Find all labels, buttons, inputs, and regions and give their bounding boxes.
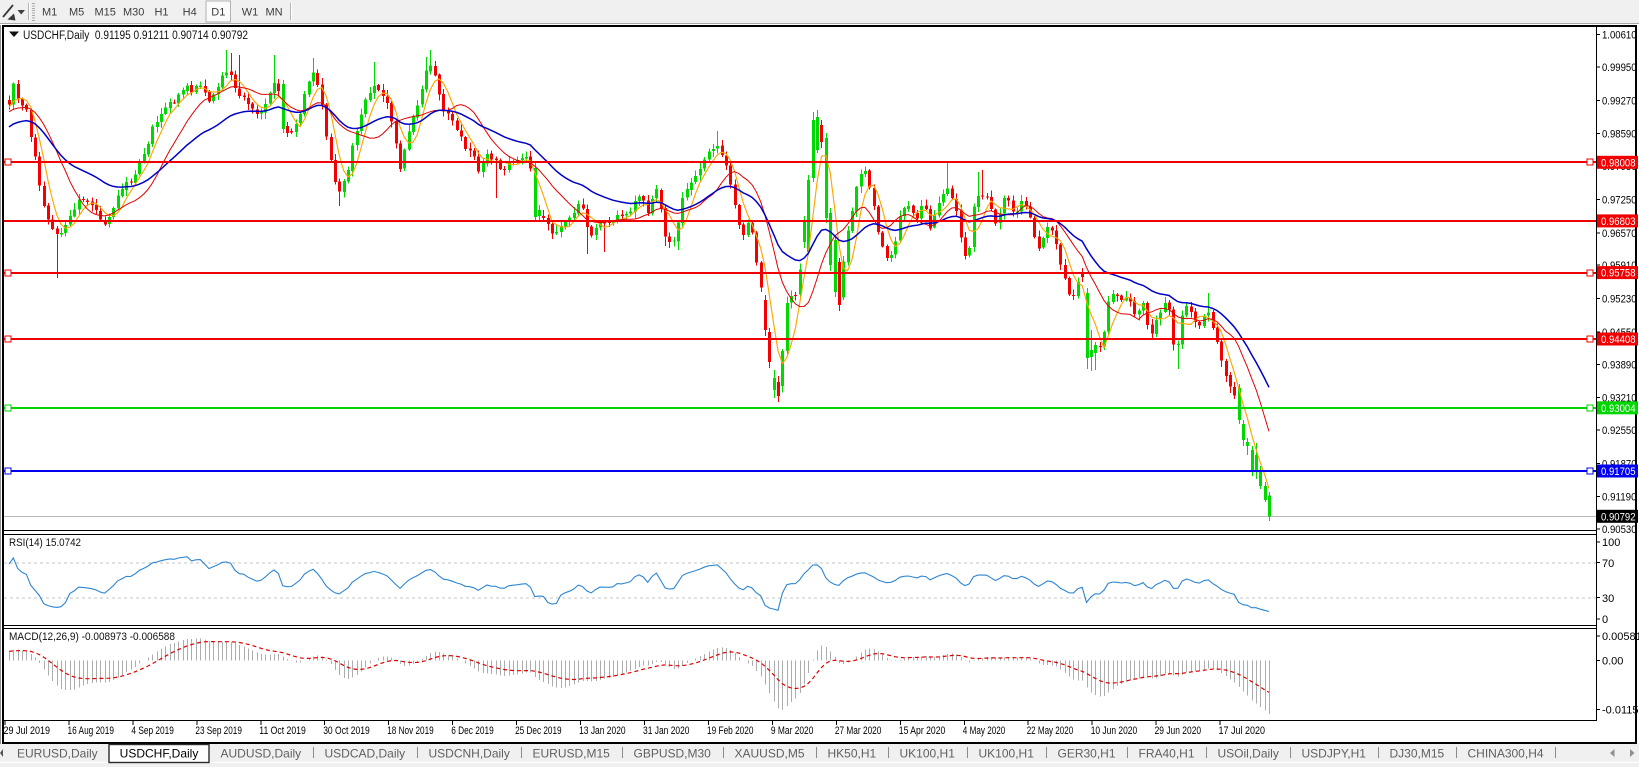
svg-text:0.99950: 0.99950 — [1602, 62, 1637, 74]
svg-text:15 Apr 2020: 15 Apr 2020 — [899, 725, 946, 737]
svg-text:M5: M5 — [69, 7, 84, 19]
svg-text:0.95230: 0.95230 — [1602, 294, 1637, 306]
svg-text:M30: M30 — [123, 7, 144, 19]
svg-text:0.90530: 0.90530 — [1602, 524, 1637, 536]
svg-text:-0.011514: -0.011514 — [1602, 705, 1639, 717]
svg-text:GER30,H1: GER30,H1 — [1058, 747, 1116, 761]
svg-text:0.98590: 0.98590 — [1602, 129, 1637, 141]
svg-text:0.95758: 0.95758 — [1601, 268, 1636, 280]
svg-text:0.90792: 0.90792 — [1601, 511, 1636, 523]
svg-text:27 Mar 2020: 27 Mar 2020 — [835, 725, 882, 737]
svg-text:0.96803: 0.96803 — [1601, 216, 1636, 228]
svg-text:6 Dec 2019: 6 Dec 2019 — [451, 725, 494, 737]
svg-text:10 Jun 2020: 10 Jun 2020 — [1091, 725, 1138, 737]
svg-text:UK100,H1: UK100,H1 — [900, 747, 956, 761]
svg-text:16 Aug 2019: 16 Aug 2019 — [68, 725, 115, 737]
svg-text:DJ30,M15: DJ30,M15 — [1390, 747, 1445, 761]
svg-text:RSI(14) 15.0742: RSI(14) 15.0742 — [9, 537, 81, 549]
svg-text:0.92550: 0.92550 — [1602, 425, 1637, 437]
svg-text:31 Jan 2020: 31 Jan 2020 — [643, 725, 690, 737]
svg-text:D1: D1 — [211, 7, 225, 19]
svg-text:4 Sep 2019: 4 Sep 2019 — [131, 725, 174, 737]
svg-text:CHINA300,H4: CHINA300,H4 — [1468, 747, 1544, 761]
svg-text:29 Jul 2019: 29 Jul 2019 — [4, 725, 51, 737]
svg-text:HK50,H1: HK50,H1 — [828, 747, 877, 761]
svg-text:0.99270: 0.99270 — [1602, 95, 1637, 107]
svg-text:0.005818: 0.005818 — [1602, 631, 1639, 643]
svg-text:USDCAD,Daily: USDCAD,Daily — [325, 747, 406, 761]
svg-text:70: 70 — [1602, 558, 1614, 570]
svg-text:H1: H1 — [154, 7, 168, 19]
svg-text:0.91190: 0.91190 — [1602, 492, 1637, 504]
svg-text:W1: W1 — [242, 7, 259, 19]
svg-text:MACD(12,26,9) -0.008973 -0.006: MACD(12,26,9) -0.008973 -0.006588 — [9, 631, 175, 643]
svg-text:0.93890: 0.93890 — [1602, 359, 1637, 371]
svg-text:11 Oct 2019: 11 Oct 2019 — [259, 725, 306, 737]
svg-text:GBPUSD,M30: GBPUSD,M30 — [634, 747, 712, 761]
svg-text:MN: MN — [265, 7, 282, 19]
svg-text:0.94408: 0.94408 — [1601, 334, 1636, 346]
svg-text:0.97250: 0.97250 — [1602, 194, 1637, 206]
svg-text:H4: H4 — [183, 7, 197, 19]
svg-text:0.91705: 0.91705 — [1601, 466, 1636, 478]
svg-text:M1: M1 — [42, 7, 57, 19]
svg-text:25 Dec 2019: 25 Dec 2019 — [515, 725, 562, 737]
svg-text:23 Sep 2019: 23 Sep 2019 — [195, 725, 242, 737]
svg-text:EURUSD,M15: EURUSD,M15 — [533, 747, 611, 761]
svg-text:XAUUSD,M5: XAUUSD,M5 — [735, 747, 805, 761]
svg-text:4 May 2020: 4 May 2020 — [963, 725, 1006, 737]
svg-text:0.00: 0.00 — [1602, 656, 1623, 668]
svg-text:0.96570: 0.96570 — [1602, 228, 1637, 240]
svg-text:18 Nov 2019: 18 Nov 2019 — [387, 725, 434, 737]
svg-text:0: 0 — [1602, 614, 1608, 626]
svg-text:USOil,Daily: USOil,Daily — [1218, 747, 1279, 761]
svg-text:UK100,H1: UK100,H1 — [979, 747, 1035, 761]
svg-text:30 Oct 2019: 30 Oct 2019 — [323, 725, 370, 737]
svg-text:1.00610: 1.00610 — [1602, 30, 1637, 42]
svg-text:USDCHF,Daily: USDCHF,Daily — [120, 747, 199, 761]
svg-text:13 Jan 2020: 13 Jan 2020 — [579, 725, 626, 737]
svg-text:USDCNH,Daily: USDCNH,Daily — [429, 747, 510, 761]
svg-text:100: 100 — [1602, 537, 1620, 549]
svg-text:9 Mar 2020: 9 Mar 2020 — [771, 725, 814, 737]
svg-text:29 Jun 2020: 29 Jun 2020 — [1155, 725, 1202, 737]
svg-text:M15: M15 — [94, 7, 115, 19]
svg-text:19 Feb 2020: 19 Feb 2020 — [707, 725, 754, 737]
svg-text:0.98008: 0.98008 — [1601, 157, 1636, 169]
svg-text:USDCHF,Daily 0.91195 0.91211: USDCHF,Daily 0.91195 0.91211 0.90714 0.9… — [23, 30, 248, 42]
svg-text:22 May 2020: 22 May 2020 — [1027, 725, 1074, 737]
svg-text:AUDUSD,Daily: AUDUSD,Daily — [221, 747, 302, 761]
svg-text:30: 30 — [1602, 593, 1614, 605]
svg-text:0.93004: 0.93004 — [1601, 403, 1636, 415]
svg-text:EURUSD,Daily: EURUSD,Daily — [17, 747, 98, 761]
svg-text:17 Jul 2020: 17 Jul 2020 — [1219, 725, 1266, 737]
svg-text:USDJPY,H1: USDJPY,H1 — [1302, 747, 1367, 761]
svg-text:FRA40,H1: FRA40,H1 — [1139, 747, 1195, 761]
